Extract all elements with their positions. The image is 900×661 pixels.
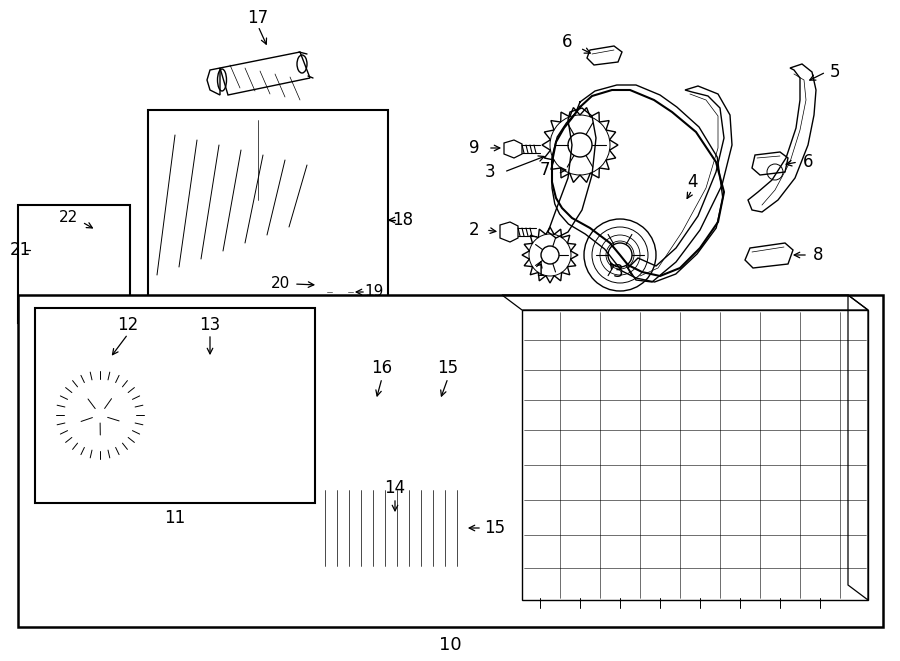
- Text: 14: 14: [384, 479, 406, 497]
- Text: 12: 12: [117, 316, 139, 334]
- Text: 16: 16: [372, 359, 392, 377]
- Bar: [48, 285, 56, 293]
- Text: 2: 2: [469, 221, 480, 239]
- Text: 15: 15: [484, 519, 506, 537]
- Text: 19: 19: [364, 284, 383, 299]
- Text: 8: 8: [813, 246, 824, 264]
- Text: 15: 15: [437, 359, 459, 377]
- Text: 3: 3: [613, 263, 624, 281]
- Text: 7: 7: [540, 161, 550, 179]
- Text: 13: 13: [200, 316, 220, 334]
- Bar: [148, 110, 388, 310]
- Text: 6: 6: [562, 33, 572, 51]
- Text: 9: 9: [469, 139, 479, 157]
- Text: 21: 21: [10, 241, 32, 259]
- Text: 3: 3: [485, 163, 495, 181]
- Bar: [18, 205, 130, 323]
- Text: 4: 4: [687, 173, 698, 191]
- Bar: [200, 385, 262, 445]
- Text: 10: 10: [438, 636, 462, 654]
- Text: 17: 17: [248, 9, 268, 27]
- Text: 6: 6: [803, 153, 814, 171]
- Bar: [18, 295, 883, 627]
- Text: 20: 20: [270, 276, 290, 292]
- Text: 1: 1: [536, 264, 544, 280]
- Text: 18: 18: [392, 211, 414, 229]
- Text: 11: 11: [165, 509, 185, 527]
- Text: 5: 5: [830, 63, 841, 81]
- Text: 22: 22: [58, 210, 77, 225]
- Bar: [35, 308, 315, 503]
